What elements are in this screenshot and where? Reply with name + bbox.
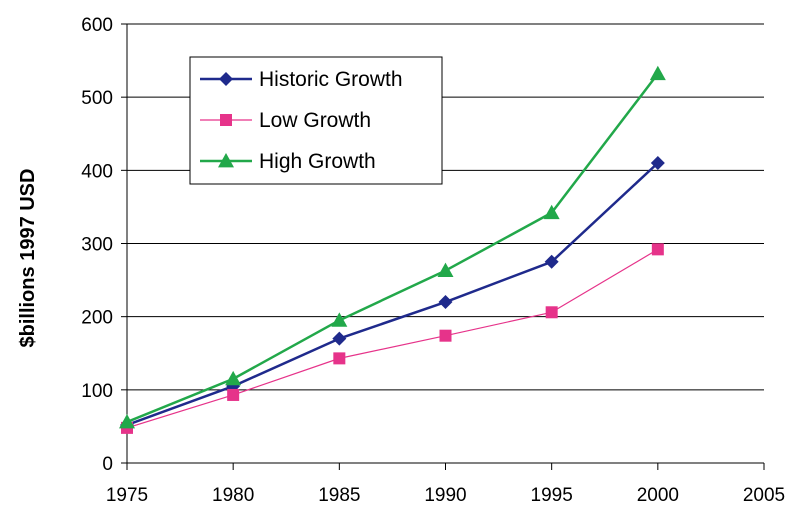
legend-label-historic-growth: Historic Growth xyxy=(259,68,403,91)
x-tick-label-1985: 1985 xyxy=(318,485,360,506)
y-tick-label-200: 200 xyxy=(81,308,113,329)
legend-marker-high-growth xyxy=(218,153,234,168)
series-layer xyxy=(119,65,666,434)
y-tick-label-400: 400 xyxy=(81,161,113,182)
legend: Historic Growth Low Growth High Growth xyxy=(189,56,443,185)
data-point-historic-growth-1990 xyxy=(438,295,453,310)
y-tick-label-600: 600 xyxy=(81,15,113,36)
series-line-low-growth xyxy=(126,248,659,429)
data-point-high-growth-1980 xyxy=(225,370,242,386)
x-axis-ticks: 1975 1980 1985 1990 1995 2000 2005 xyxy=(106,463,785,506)
x-tick-label-1995: 1995 xyxy=(531,485,573,506)
legend-label-high-growth: High Growth xyxy=(259,150,376,173)
y-tick-label-100: 100 xyxy=(81,381,113,402)
x-tick-label-2005: 2005 xyxy=(743,485,785,506)
data-point-low-growth-2000 xyxy=(651,243,664,256)
y-axis-title: $billions 1997 USD xyxy=(17,169,39,348)
legend-item-historic-growth: Historic Growth xyxy=(200,68,403,91)
x-tick-label-1975: 1975 xyxy=(106,485,148,506)
data-point-historic-growth-2000 xyxy=(650,156,665,171)
x-tick-label-1990: 1990 xyxy=(424,485,466,506)
data-point-high-growth-1995 xyxy=(543,204,560,220)
legend-item-low-growth: Low Growth xyxy=(200,109,371,132)
x-tick-label-2000: 2000 xyxy=(637,485,679,506)
series-line-high-growth xyxy=(126,72,659,424)
y-tick-label-0: 0 xyxy=(102,454,113,475)
data-point-historic-growth-1985 xyxy=(332,331,347,346)
data-point-low-growth-1980 xyxy=(227,388,240,401)
data-point-low-growth-1995 xyxy=(545,306,558,319)
legend-marker-low-growth xyxy=(220,114,232,126)
legend-marker-historic-growth xyxy=(219,72,233,86)
legend-label-low-growth: Low Growth xyxy=(259,109,371,132)
legend-item-high-growth: High Growth xyxy=(200,150,376,173)
data-point-high-growth-1990 xyxy=(437,262,454,277)
series-low-growth xyxy=(121,243,664,434)
data-point-low-growth-1985 xyxy=(333,352,346,365)
y-tick-label-500: 500 xyxy=(81,88,113,109)
y-tick-label-300: 300 xyxy=(81,235,113,256)
data-point-historic-growth-1995 xyxy=(544,254,559,269)
data-point-high-growth-2000 xyxy=(649,65,666,81)
data-point-high-growth-1985 xyxy=(331,312,348,327)
series-high-growth xyxy=(119,65,666,429)
data-point-high-growth-1975 xyxy=(119,414,135,429)
data-point-low-growth-1990 xyxy=(439,329,452,342)
series-line-historic-growth xyxy=(126,162,659,427)
y-axis-ticks: 0 100 200 300 400 500 600 xyxy=(81,15,127,475)
x-tick-label-1980: 1980 xyxy=(212,485,254,506)
